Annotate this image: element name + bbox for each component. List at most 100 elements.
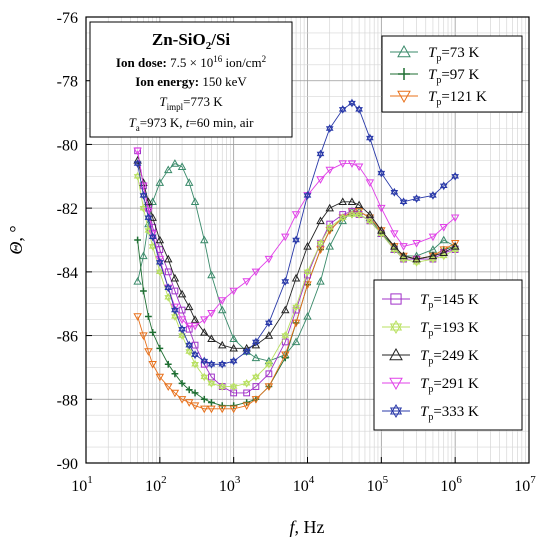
data-point (242, 347, 251, 356)
legend-entry: Tp=121 K (390, 89, 487, 108)
data-point (207, 334, 216, 342)
legend-label: Tp=145 K (420, 292, 479, 311)
data-point (316, 149, 325, 159)
data-point (377, 226, 386, 234)
data-point (148, 197, 157, 205)
data-point (428, 251, 438, 260)
data-point (251, 340, 261, 349)
data-point (242, 378, 251, 388)
data-point (281, 233, 290, 242)
data-point (281, 351, 290, 360)
info-dose: Ion dose: 7.5 × 1016 ion/cm2 (116, 54, 266, 70)
data-point (217, 405, 227, 414)
data-point (242, 402, 251, 411)
y-tick-label: -86 (57, 329, 78, 346)
data-point (155, 373, 165, 382)
data-point (134, 236, 142, 244)
data-point (397, 90, 411, 104)
legend-label: Tp=193 K (420, 320, 479, 339)
data-point (144, 213, 153, 223)
data-point (347, 160, 357, 168)
data-point (338, 104, 347, 114)
data-point (439, 181, 448, 191)
data-point (144, 313, 152, 320)
series-layer (133, 98, 460, 414)
data-point (144, 348, 153, 356)
data-point (428, 233, 438, 242)
data-point (171, 312, 179, 321)
data-point (148, 241, 157, 251)
data-point (348, 98, 356, 108)
data-point (218, 359, 227, 369)
legend-label: Tp=121 K (428, 89, 487, 108)
data-point (397, 44, 411, 58)
data-point (207, 270, 216, 279)
data-point (398, 68, 410, 80)
data-point (200, 405, 209, 414)
data-point (156, 257, 164, 267)
data-point (164, 283, 173, 293)
data-point (251, 268, 261, 277)
x-tick-label: 103 (219, 474, 241, 495)
data-point (316, 176, 325, 184)
legend-entry: Tp=97 K (390, 67, 480, 86)
data-point (133, 276, 142, 285)
series-line (137, 102, 456, 365)
legend-label: Tp=249 K (420, 348, 479, 367)
data-point (366, 216, 374, 226)
data-point (389, 404, 403, 418)
data-point (325, 124, 334, 133)
data-point (243, 389, 251, 397)
data-point (389, 377, 403, 391)
data-point (149, 328, 157, 336)
data-point (291, 273, 301, 282)
series-8 (133, 98, 459, 369)
x-tick-label: 104 (293, 474, 315, 495)
data-point (348, 210, 356, 219)
data-point (450, 239, 460, 248)
data-point (325, 241, 334, 250)
data-point (200, 356, 209, 366)
data-point (303, 281, 312, 290)
data-point (347, 197, 357, 205)
data-point (200, 372, 209, 382)
data-point (390, 230, 399, 239)
data-point (139, 191, 148, 200)
x-tick-label: 107 (514, 474, 536, 495)
data-point (229, 356, 238, 366)
data-point (171, 287, 179, 295)
data-point (229, 287, 238, 296)
info-energy: Ion energy: 150 keV (135, 74, 247, 89)
legend-entry: Tp=333 K (382, 404, 479, 423)
data-point (133, 171, 142, 181)
data-point (365, 179, 375, 188)
data-point (163, 254, 173, 263)
data-point (140, 287, 147, 295)
data-point (291, 319, 301, 328)
data-point (191, 389, 199, 397)
legend-label: Tp=73 K (428, 45, 480, 64)
data-point (399, 251, 408, 260)
data-point (217, 297, 227, 305)
series-line (137, 176, 456, 387)
data-point (133, 159, 142, 168)
data-point (190, 197, 200, 205)
data-point (365, 210, 375, 218)
data-point (325, 222, 334, 232)
data-point (218, 382, 227, 391)
data-point (265, 359, 273, 369)
data-point (412, 254, 421, 263)
data-point (399, 243, 408, 251)
data-point (412, 194, 421, 203)
data-point (184, 302, 194, 311)
data-point (303, 241, 312, 250)
y-tick-label: -88 (57, 392, 78, 409)
data-point (163, 383, 173, 391)
data-point (190, 322, 200, 331)
data-point (200, 235, 209, 244)
y-tick-label: -82 (57, 201, 78, 218)
info-title: Zn-SiO2/Si (152, 30, 231, 52)
data-point (354, 163, 364, 172)
legend-label: Tp=291 K (420, 376, 479, 395)
